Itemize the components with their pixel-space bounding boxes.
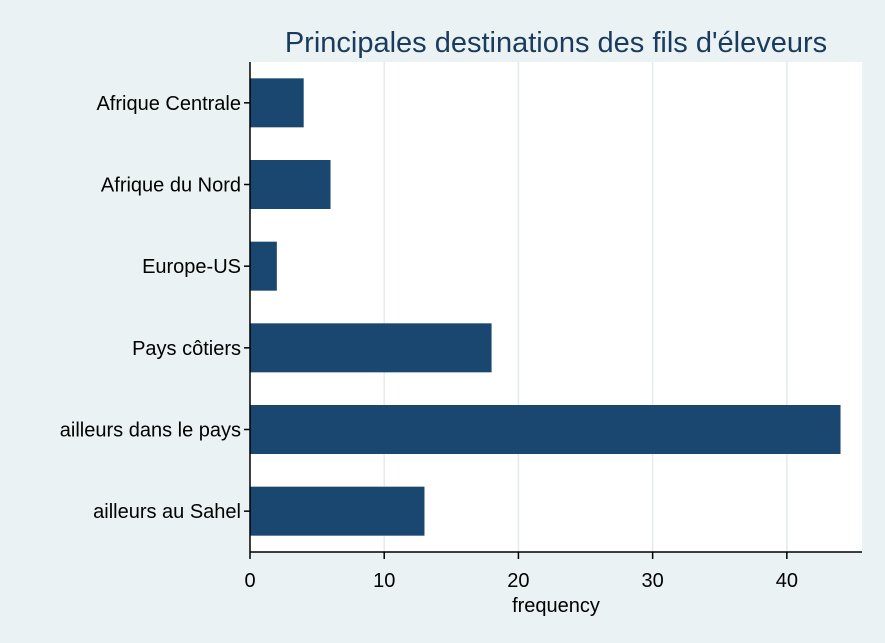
bar-1 — [250, 160, 331, 209]
category-label-1: Afrique du Nord — [101, 175, 241, 197]
gridlines — [383, 62, 788, 552]
axes — [244, 62, 862, 559]
category-labels: Afrique Centrale Afrique du Nord Europe-US… — [60, 93, 241, 523]
x-tick-label-40: 40 — [776, 570, 798, 592]
x-axis-label: frequency — [512, 595, 600, 617]
bar-2 — [250, 241, 277, 291]
bar-5 — [250, 486, 425, 536]
tick-labels: 0 10 20 30 40 — [244, 570, 798, 592]
category-label-5: ailleurs au Sahel — [93, 501, 241, 523]
x-tick-label-20: 20 — [507, 570, 529, 592]
chart-title: Principales destinations des fils d'élev… — [285, 27, 827, 59]
x-tick-label-10: 10 — [373, 570, 395, 592]
bar-4 — [250, 405, 841, 454]
x-tick-label-30: 30 — [642, 570, 664, 592]
plot-area — [250, 62, 862, 552]
category-label-0: Afrique Centrale — [96, 93, 241, 115]
bar-0 — [250, 78, 304, 128]
category-label-2: Europe-US — [142, 256, 241, 278]
bar-3 — [250, 323, 492, 373]
category-label-4: ailleurs dans le pays — [60, 420, 241, 442]
category-label-3: Pays côtiers — [132, 338, 241, 360]
x-tick-label-0: 0 — [244, 570, 255, 592]
bars — [250, 78, 841, 536]
